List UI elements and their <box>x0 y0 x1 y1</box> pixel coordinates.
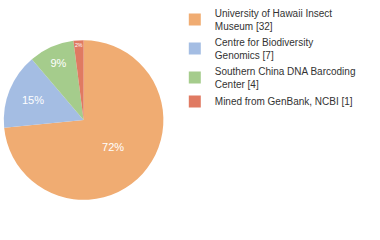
svg-text:Mined from GenBank, NCBI [1]: Mined from GenBank, NCBI [1] <box>215 96 353 107</box>
svg-text:15%: 15% <box>22 94 44 106</box>
svg-text:Southern China DNA BarcodingCe: Southern China DNA BarcodingCenter [4] <box>215 66 356 90</box>
svg-text:2%: 2% <box>75 42 83 48</box>
svg-text:Centre for BiodiversityGenomic: Centre for BiodiversityGenomics [7] <box>215 37 313 61</box>
svg-text:72%: 72% <box>102 141 124 153</box>
svg-text:University of Hawaii InsectMus: University of Hawaii InsectMuseum [32] <box>215 8 332 32</box>
svg-text:9%: 9% <box>50 57 66 69</box>
